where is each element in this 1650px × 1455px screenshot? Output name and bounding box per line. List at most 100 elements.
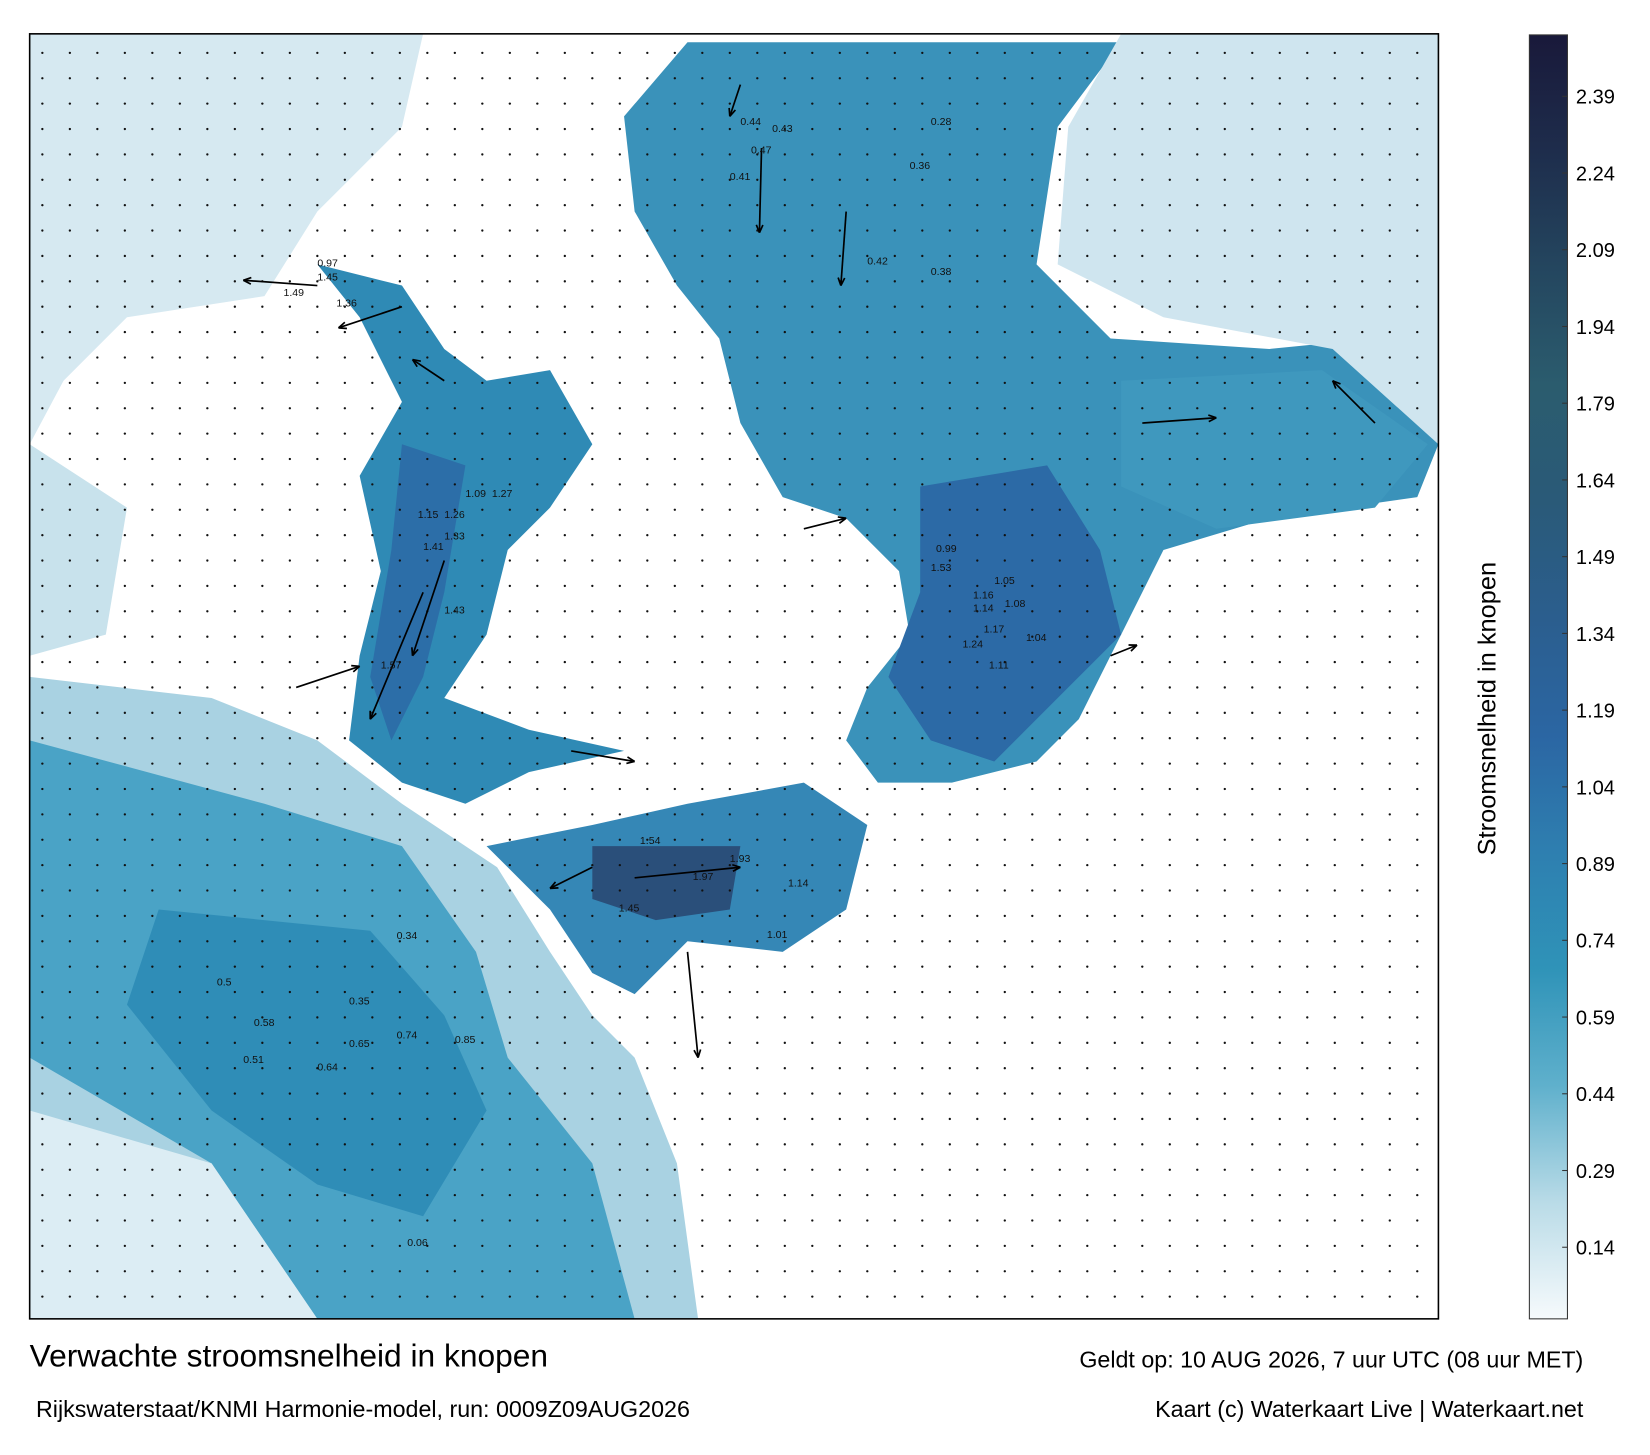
grid-dot [1141,1295,1144,1298]
grid-dot [1113,965,1116,968]
grid-dot [948,940,951,943]
grid-dot [41,153,44,156]
grid-dot [976,762,979,765]
grid-dot [1306,610,1309,613]
grid-dot [1196,610,1199,613]
grid-dot [1003,711,1006,715]
grid-dot [453,737,456,740]
grid-dot [948,254,951,258]
grid-dot [123,813,127,816]
grid-dot [783,737,786,740]
grid-dot [536,990,539,994]
grid-dot [811,1244,814,1248]
grid-dot [151,787,154,791]
grid-dot [178,863,182,867]
grid-dot [1141,457,1144,461]
grid-dot [398,533,401,537]
grid-dot [948,990,951,994]
grid-dot [1086,838,1089,841]
grid-dot [1003,1117,1006,1121]
grid-dot [838,127,841,131]
grid-dot [1333,483,1336,486]
grid-dot [1168,863,1171,867]
grid-dot [508,1219,511,1222]
grid-dot [1306,483,1309,486]
grid-dot [948,889,951,892]
grid-dot [68,584,72,588]
grid-dot [673,178,676,181]
grid-dot [1003,305,1006,308]
arrow-head [693,1049,702,1059]
grid-dot [453,1193,456,1197]
grid-dot [1361,737,1364,740]
grid-dot [1361,51,1364,55]
grid-dot [701,940,704,943]
grid-dot [178,229,182,232]
grid-dot [948,559,951,562]
grid-dot [811,940,814,943]
grid-dot [783,711,786,715]
grid-dot [178,737,182,740]
grid-dot [1251,990,1254,994]
grid-dot [1333,737,1336,740]
grid-dot [288,127,292,131]
grid-dot [426,51,429,55]
grid-dot [453,686,456,689]
grid-dot [261,457,264,461]
grid-dot [893,1041,896,1044]
grid-dot [893,965,896,968]
grid-dot [866,330,869,334]
grid-dot [921,356,924,359]
grid-dot [976,889,979,892]
grid-dot [728,102,731,105]
grid-dot [618,407,621,410]
speed-label: 1.54 [640,835,661,847]
grid-dot [701,914,704,918]
grid-dot [701,533,704,537]
grid-dot [426,584,429,588]
grid-dot [1113,787,1116,791]
grid-dot [1416,737,1419,740]
grid-dot [41,254,44,258]
grid-dot [41,1016,44,1019]
grid-dot [398,889,401,892]
grid-dot [288,965,292,968]
grid-dot [866,889,869,892]
grid-dot [921,254,924,258]
grid-dot [151,762,154,765]
grid-dot [123,381,127,385]
speed-label: 1.43 [444,604,465,616]
grid-dot [1113,1295,1116,1298]
grid-dot [96,762,99,765]
grid-dot [1388,965,1391,968]
grid-dot [618,635,621,638]
speed-label: 0.85 [455,1034,476,1046]
grid-dot [893,1244,896,1248]
grid-dot [426,1143,429,1146]
grid-dot [728,1193,731,1197]
flow-arrow [758,148,763,233]
grid-dot [1306,559,1309,562]
grid-dot [536,1193,539,1197]
grid-dot [893,584,896,588]
grid-dot [151,407,154,410]
grid-dot [893,407,896,410]
grid-dot [453,711,456,715]
grid-dot [343,965,347,968]
grid-dot [233,1295,237,1298]
grid-dot [151,1016,154,1019]
grid-dot [68,889,72,892]
grid-dot [1278,178,1281,181]
grid-dot [1361,838,1364,841]
grid-dot [1031,1219,1034,1222]
grid-dot [1416,229,1419,232]
grid-dot [1058,1244,1061,1248]
grid-dot [701,965,704,968]
speed-label: 1.45 [619,903,640,915]
grid-dot [838,432,841,435]
grid-dot [1333,77,1336,80]
grid-dot [838,1041,841,1044]
grid-dot [1168,254,1171,258]
grid-dot [233,178,237,181]
grid-dot [453,635,456,638]
